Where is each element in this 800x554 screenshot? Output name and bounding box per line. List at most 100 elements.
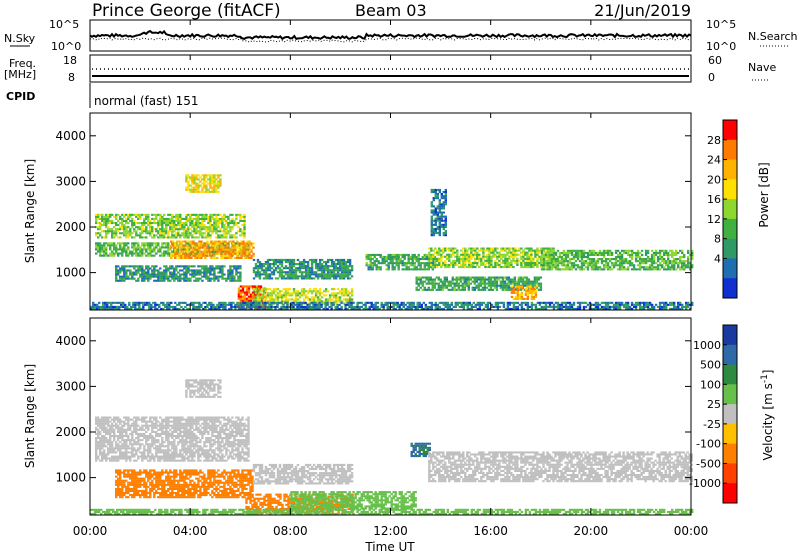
range-cell: [346, 294, 350, 297]
range-cell: [163, 279, 166, 282]
range-cell: [203, 215, 206, 218]
range-cell: [397, 256, 400, 259]
range-cell: [220, 254, 223, 257]
range-cell: [592, 262, 596, 265]
range-cell: [217, 180, 220, 183]
range-cell: [582, 260, 586, 263]
range-cell: [365, 258, 368, 261]
range-cell: [360, 301, 363, 304]
range-cell: [234, 246, 237, 249]
range-cell: [280, 294, 284, 297]
range-cell: [221, 236, 224, 239]
range-cell: [624, 258, 628, 261]
range-cell: [663, 268, 666, 271]
range-cell: [516, 297, 520, 300]
range-cell: [436, 263, 439, 266]
range-cell: [262, 307, 265, 310]
range-cell: [123, 248, 126, 251]
range-cell: [193, 232, 196, 235]
range-cell: [237, 275, 240, 278]
range-cell: [199, 232, 202, 235]
range-cell: [200, 240, 203, 243]
range-cell: [125, 273, 128, 276]
range-cell: [658, 253, 662, 256]
range-cell: [436, 305, 439, 308]
range-cell: [578, 268, 582, 271]
range-cell: [438, 232, 441, 235]
range-cell: [127, 234, 130, 237]
range-cell: [280, 263, 284, 266]
range-cell: [514, 259, 517, 262]
range-cell: [675, 258, 678, 261]
range-cell: [127, 242, 130, 245]
range-cell: [187, 174, 190, 177]
range-cell: [223, 213, 226, 216]
range-cell: [391, 253, 394, 256]
range-cell: [264, 303, 267, 306]
range-cell: [516, 305, 520, 308]
range-cell: [386, 301, 389, 304]
range-cell: [221, 222, 224, 225]
range-cell: [184, 256, 187, 259]
range-cell: [229, 219, 232, 222]
range-cell: [470, 257, 473, 260]
range-cell: [195, 226, 198, 229]
range-cell: [340, 290, 344, 293]
range-cell: [574, 249, 578, 252]
range-cell: [470, 263, 473, 266]
range-cell: [488, 263, 491, 266]
range-cell: [318, 305, 321, 308]
range-cell: [508, 247, 511, 250]
range-cell: [233, 275, 236, 278]
range-cell: [312, 298, 316, 301]
range-cell: [167, 236, 170, 239]
range-cell: [550, 266, 554, 269]
range-cell: [548, 255, 551, 258]
range-cell: [238, 256, 241, 259]
range-cell: [192, 307, 195, 310]
range-cell: [205, 230, 208, 233]
range-cell: [387, 262, 390, 265]
range-cell: [415, 278, 418, 281]
range-cell: [235, 232, 238, 235]
range-cell: [197, 277, 200, 280]
range-cell: [174, 256, 177, 259]
range-cell: [590, 266, 594, 269]
noise-search-trace: [89, 37, 692, 43]
range-cell: [220, 248, 223, 251]
range-cell: [342, 267, 346, 270]
range-cell: [520, 285, 524, 288]
range-cell: [114, 301, 117, 304]
range-cell: [334, 275, 338, 278]
range-cell: [205, 176, 208, 179]
range-cell: [288, 273, 292, 276]
range-cell: [237, 287, 241, 290]
range-cell: [582, 256, 586, 259]
range-cell: [215, 215, 218, 218]
range-cell: [434, 191, 437, 194]
range-cell: [480, 257, 483, 260]
range-cell: [147, 265, 150, 268]
range-cell: [369, 262, 372, 265]
range-cell: [604, 260, 608, 263]
range-cell: [480, 303, 484, 306]
range-cell: [189, 176, 192, 179]
range-cell: [117, 219, 120, 222]
range-cell: [320, 258, 324, 261]
range-cell: [174, 305, 177, 308]
range-cell: [181, 265, 184, 268]
range-cell: [667, 258, 670, 261]
range-cell: [342, 275, 346, 278]
range-cell: [604, 266, 608, 269]
range-cell: [490, 263, 493, 266]
range-cell: [451, 276, 454, 279]
range-cell: [432, 255, 435, 258]
range-cell: [270, 294, 274, 297]
range-cell: [416, 307, 419, 310]
range-cell: [316, 275, 320, 278]
range-cell: [213, 226, 216, 229]
range-cell: [373, 264, 376, 267]
range-cell: [198, 246, 201, 249]
range-cell: [108, 301, 111, 304]
range-cell: [183, 224, 186, 227]
